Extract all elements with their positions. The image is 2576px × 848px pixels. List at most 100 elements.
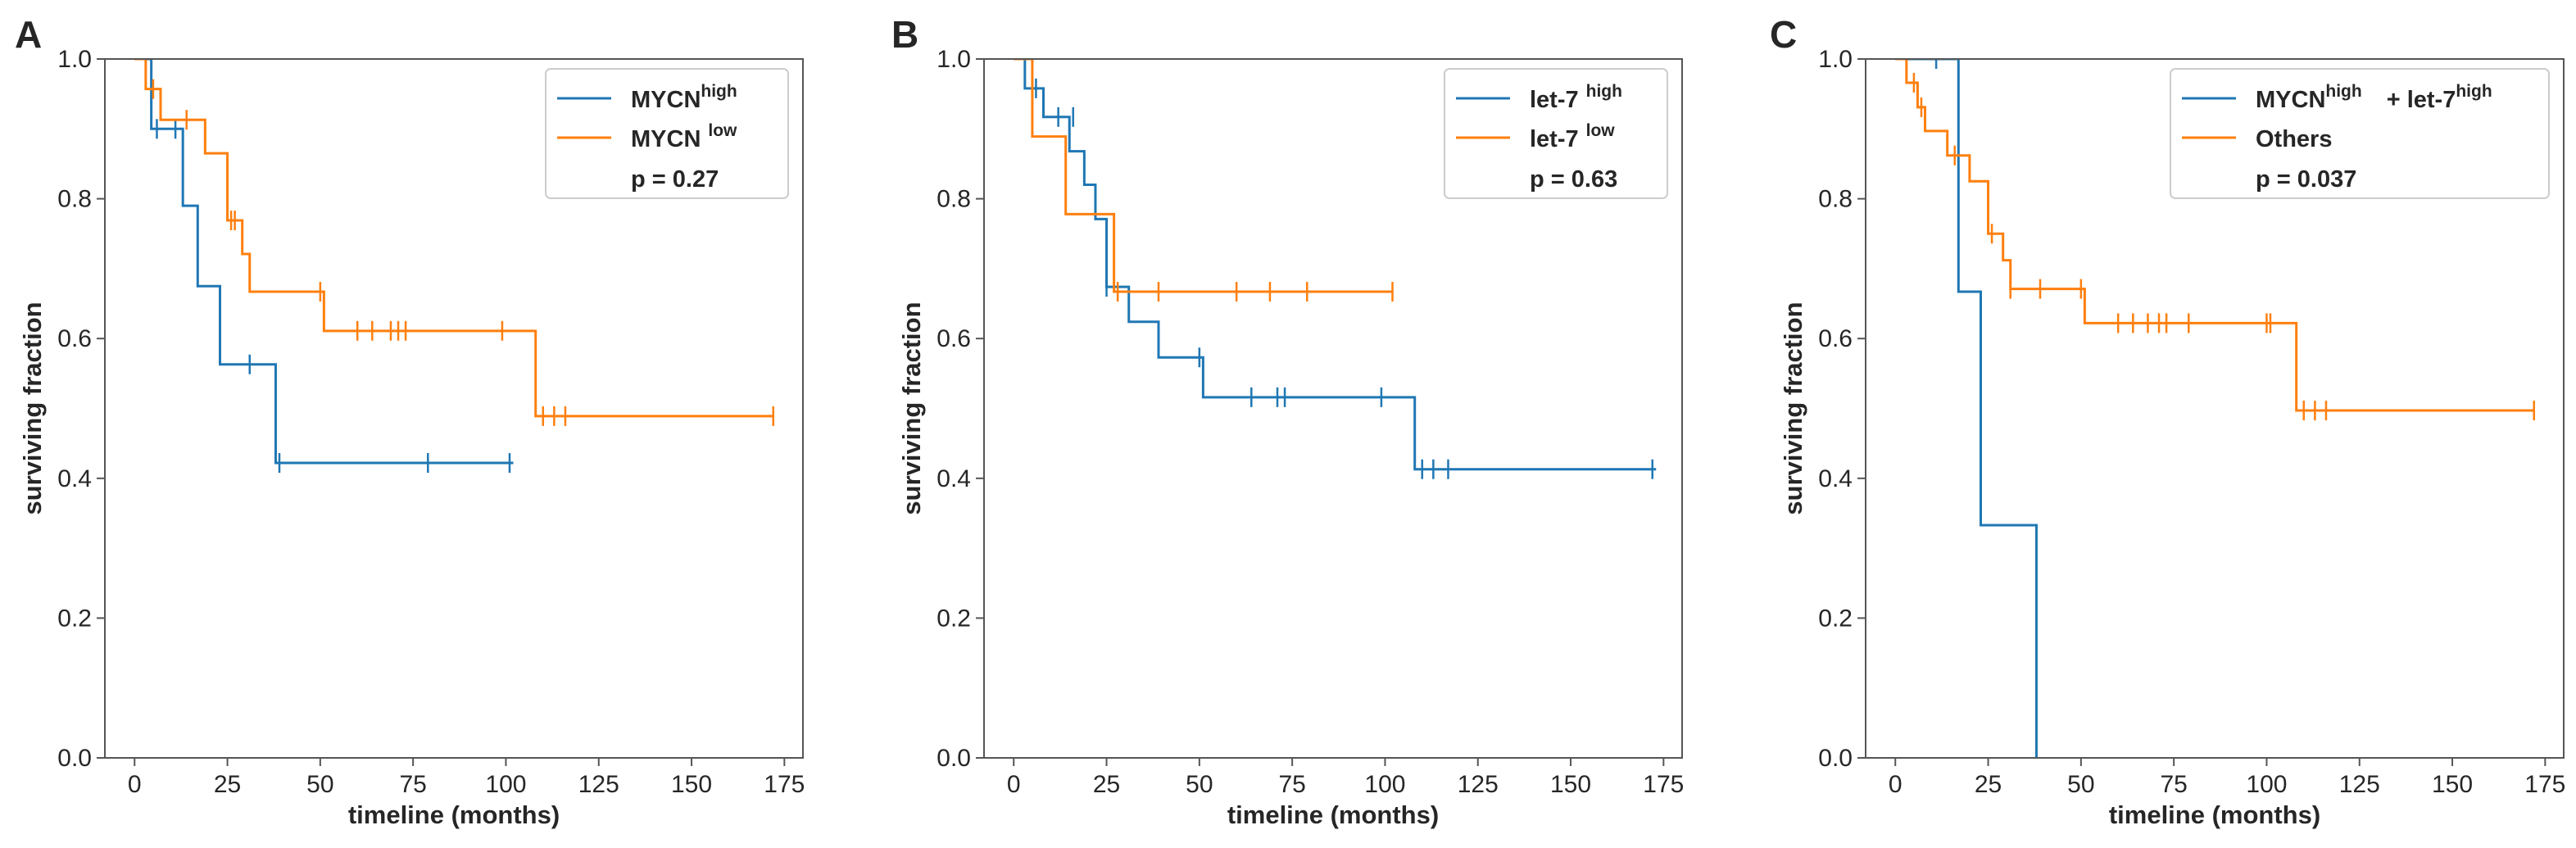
legend-label: let-7 high xyxy=(1530,82,1622,113)
panel-letter: B xyxy=(891,13,918,56)
x-tick-label: 0 xyxy=(1889,771,1903,798)
y-axis-title: surviving fraction xyxy=(1779,302,1807,515)
y-tick-label: 0.4 xyxy=(937,465,971,492)
y-axis-title: surviving fraction xyxy=(897,302,926,515)
series-orange xyxy=(1895,59,2535,421)
legend-box xyxy=(1444,68,1668,199)
survival-curve xyxy=(1014,59,1657,471)
x-tick-label: 100 xyxy=(1364,771,1405,798)
y-tick-label: 0.8 xyxy=(57,186,92,213)
legend-label: MYCNhigh + let-7high xyxy=(2256,82,2492,113)
x-tick-label: 75 xyxy=(399,771,426,798)
series-blue xyxy=(1895,59,2038,758)
legend-pvalue: p = 0.63 xyxy=(1530,166,1617,193)
panel-letter: C xyxy=(1770,13,1797,56)
x-tick-label: 100 xyxy=(485,771,526,798)
legend-label: MYCN low xyxy=(631,121,737,152)
x-tick-label: 50 xyxy=(1186,771,1213,798)
legend-label-superscript: low xyxy=(708,121,737,140)
legend: let-7 high let-7 low p = 0.63 xyxy=(1444,68,1668,199)
y-tick-label: 0.6 xyxy=(57,325,92,352)
x-tick-label: 75 xyxy=(2160,771,2187,798)
x-tick-label: 25 xyxy=(1093,771,1120,798)
x-tick-label: 0 xyxy=(1007,771,1021,798)
legend-label-base: MYCN xyxy=(631,87,701,113)
y-tick-label: 0.0 xyxy=(937,745,971,772)
legend-label: MYCNhigh xyxy=(631,82,737,113)
y-tick-label: 0.8 xyxy=(937,186,971,213)
y-tick-label: 0.4 xyxy=(1818,465,1853,492)
x-tick-label: 25 xyxy=(214,771,241,798)
y-tick-label: 0.0 xyxy=(1818,745,1853,772)
x-tick-label: 0 xyxy=(128,771,142,798)
legend-label-superscript: high xyxy=(1586,82,1622,101)
survival-curve xyxy=(134,59,514,465)
x-axis-title: timeline (months) xyxy=(2109,800,2320,829)
x-axis-title: timeline (months) xyxy=(348,800,560,829)
legend-label-base: Others xyxy=(2256,126,2332,152)
legend-label-suffix: + let-7 xyxy=(2387,87,2456,113)
legend-pvalue: p = 0.27 xyxy=(631,166,719,193)
y-tick-label: 1.0 xyxy=(57,46,92,73)
x-tick-label: 125 xyxy=(1458,771,1499,798)
plot-area xyxy=(1895,59,2535,758)
x-tick-label: 100 xyxy=(2246,771,2287,798)
y-tick-label: 0.6 xyxy=(937,325,971,352)
legend-label-base: let-7 xyxy=(1530,87,1579,113)
legend-label-superscript: low xyxy=(1586,121,1616,140)
panel-b: B 0.0 0.2 0.4 0.6 0.8 1.0 0 25 50 75 100 125 150 175 ti… xyxy=(891,13,1684,829)
legend-label-suffix-superscript: high xyxy=(2456,82,2492,101)
plot-frame xyxy=(983,58,1683,759)
x-tick-label: 175 xyxy=(764,771,805,798)
survival-curve xyxy=(1895,59,2038,758)
series-orange xyxy=(134,59,774,426)
legend-label-base: MYCN xyxy=(631,126,701,152)
plot-area xyxy=(134,59,774,474)
y-tick-label: 0.2 xyxy=(1818,605,1853,632)
y-tick-label: 0.2 xyxy=(57,605,92,632)
x-tick-label: 75 xyxy=(1278,771,1305,798)
panel-letter: A xyxy=(15,13,42,56)
legend-label: let-7 low xyxy=(1530,121,1615,152)
legend-label-base: let-7 xyxy=(1530,126,1579,152)
y-tick-label: 1.0 xyxy=(937,46,971,73)
y-tick-label: 0.0 xyxy=(57,745,92,772)
legend-label: Others xyxy=(2256,126,2332,152)
series-blue xyxy=(134,59,514,474)
x-tick-label: 150 xyxy=(671,771,712,798)
y-tick-label: 0.6 xyxy=(1818,325,1853,352)
legend-pvalue: p = 0.037 xyxy=(2256,166,2356,193)
x-tick-label: 150 xyxy=(2432,771,2473,798)
legend-box xyxy=(545,68,789,199)
x-tick-label: 125 xyxy=(578,771,619,798)
y-tick-label: 0.8 xyxy=(1818,186,1853,213)
y-tick-label: 0.4 xyxy=(57,465,92,492)
y-tick-label: 0.2 xyxy=(937,605,971,632)
y-tick-label: 1.0 xyxy=(1818,46,1853,73)
x-tick-label: 175 xyxy=(2524,771,2565,798)
x-tick-label: 125 xyxy=(2339,771,2380,798)
panel-a: A 0.0 0.2 0.4 0.6 0.8 1.0 0 25 50 75 100 125 150 175 ti… xyxy=(15,13,805,829)
plot-frame xyxy=(104,58,804,759)
plot-frame xyxy=(1865,58,2565,759)
y-axis-title: surviving fraction xyxy=(18,302,47,515)
legend-label-base: MYCN xyxy=(2256,87,2325,113)
x-tick-label: 25 xyxy=(1975,771,2002,798)
survival-curve xyxy=(1895,59,2534,412)
legend-label-superscript: high xyxy=(2325,82,2361,101)
survival-curve xyxy=(1014,59,1393,293)
legend-label-superscript: high xyxy=(701,82,737,101)
x-tick-label: 50 xyxy=(306,771,333,798)
plot-area xyxy=(1014,59,1657,479)
series-orange xyxy=(1014,59,1394,302)
legend-box xyxy=(2170,68,2550,199)
x-tick-label: 150 xyxy=(1550,771,1591,798)
series-blue xyxy=(1014,59,1657,479)
x-axis-title: timeline (months) xyxy=(1227,800,1439,829)
panel-c: C 0.0 0.2 0.4 0.6 0.8 1.0 0 25 50 75 100 125 150 175 ti… xyxy=(1770,13,2565,829)
x-tick-label: 50 xyxy=(2067,771,2094,798)
x-tick-label: 175 xyxy=(1643,771,1684,798)
